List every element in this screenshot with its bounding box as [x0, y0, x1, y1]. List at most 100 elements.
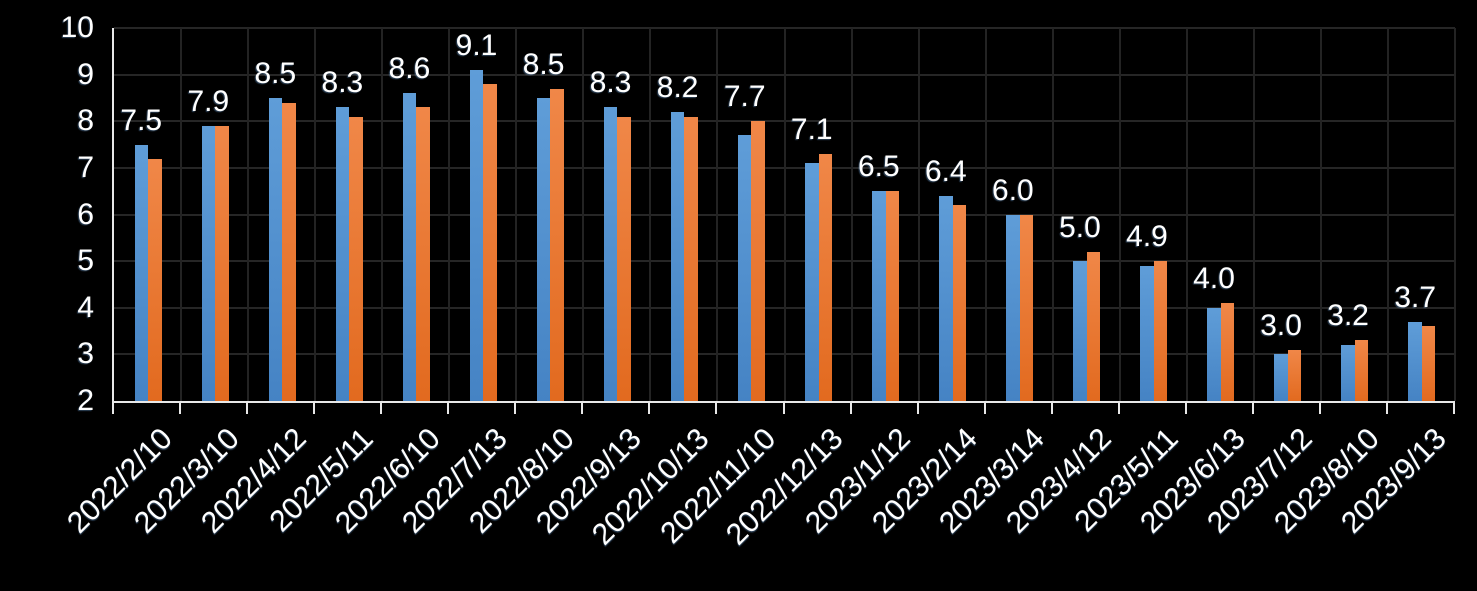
- y-tick-label: 8: [77, 104, 94, 138]
- bar-orange-series: [1421, 326, 1436, 401]
- gridline-vertical: [381, 28, 384, 401]
- bar-blue-series: [201, 125, 216, 401]
- gridline-vertical: [1319, 28, 1322, 401]
- bar-orange-series: [550, 88, 564, 401]
- x-axis-tick: [1050, 403, 1053, 414]
- gridline-vertical: [716, 28, 719, 401]
- bar-blue-series: [1140, 265, 1154, 401]
- plot-area: 7.5 7.9 8.5 8.3 8.6 9.1 8.5 8.3 8.2 7.7 7.1 6.5 6.4 6…: [112, 27, 1456, 403]
- gridline-vertical: [850, 28, 853, 401]
- data-label: 7.9: [187, 84, 230, 118]
- bar-blue-series: [402, 93, 417, 401]
- gridline-vertical: [515, 28, 518, 401]
- x-axis-tick: [112, 403, 114, 414]
- bar-orange-series: [349, 116, 363, 401]
- bar-orange-series: [148, 158, 162, 401]
- x-axis-tick: [313, 403, 316, 414]
- bar-blue-series: [670, 111, 685, 401]
- gridline-vertical: [180, 28, 183, 401]
- gridline-vertical: [314, 28, 317, 401]
- x-axis-tick: [1385, 403, 1388, 414]
- gridline-vertical: [247, 28, 250, 401]
- x-axis-tick: [849, 403, 852, 414]
- x-axis-tick: [1184, 403, 1187, 414]
- bar-orange-series: [818, 153, 832, 401]
- x-axis-tick: [514, 403, 517, 414]
- bar-blue-series: [1274, 354, 1288, 401]
- bar-blue-series: [603, 107, 618, 401]
- gridline-vertical: [1454, 28, 1456, 401]
- gridline-vertical: [984, 28, 987, 401]
- data-label: 8.3: [321, 66, 364, 100]
- bar-blue-series: [872, 191, 886, 401]
- data-label: 8.5: [254, 56, 297, 90]
- x-axis-tick: [581, 403, 584, 414]
- x-axis-tick: [916, 403, 919, 414]
- gridline-vertical: [917, 28, 920, 401]
- data-label: 3.7: [1394, 280, 1437, 314]
- bar-orange-series: [1153, 261, 1168, 401]
- bar-orange-series: [684, 116, 698, 401]
- y-tick-label: 7: [77, 150, 94, 184]
- gridline-vertical: [582, 28, 585, 401]
- data-label: 8.2: [656, 70, 699, 104]
- x-axis-tick: [1453, 403, 1455, 414]
- data-label: 9.1: [455, 28, 498, 62]
- bar-orange-series: [885, 191, 900, 401]
- data-label: 4.9: [1126, 220, 1168, 254]
- x-axis-tick: [782, 403, 785, 414]
- data-label: 4.0: [1193, 262, 1235, 296]
- bar-blue-series: [335, 107, 350, 401]
- bar-blue-series: [1073, 261, 1087, 401]
- y-tick-label: 10: [60, 11, 94, 44]
- data-label: 6.0: [992, 173, 1034, 207]
- data-label: 8.6: [388, 52, 431, 86]
- bar-blue-series: [1408, 321, 1422, 401]
- bar-orange-series: [1220, 303, 1235, 401]
- bar-orange-series: [751, 121, 765, 401]
- bar-blue-series: [737, 135, 752, 401]
- x-axis-tick: [983, 403, 986, 414]
- data-label: 5.0: [1059, 210, 1101, 244]
- data-label: 6.5: [857, 150, 900, 184]
- bar-orange-series: [1086, 251, 1101, 401]
- gridline-vertical: [649, 28, 652, 401]
- bar-blue-series: [134, 144, 148, 401]
- gridline-vertical: [1252, 28, 1255, 401]
- gridline-vertical: [1185, 28, 1188, 401]
- bar-blue-series: [536, 97, 551, 401]
- bar-orange-series: [1019, 214, 1034, 401]
- bar-blue-series: [1207, 307, 1221, 401]
- x-axis-tick: [380, 403, 383, 414]
- bar-orange-series: [215, 125, 229, 401]
- bar-blue-series: [469, 69, 484, 401]
- gridline-vertical: [783, 28, 786, 401]
- bar-blue-series: [805, 163, 819, 401]
- x-axis-tick: [648, 403, 651, 414]
- bar-orange-series: [617, 116, 631, 401]
- bar-orange-series: [1287, 349, 1302, 401]
- data-label: 3.2: [1327, 299, 1369, 333]
- x-axis-tick: [1318, 403, 1321, 414]
- bar-blue-series: [1341, 345, 1355, 401]
- bar-orange-series: [483, 83, 497, 401]
- y-tick-label: 9: [77, 57, 94, 91]
- x-axis-tick: [246, 403, 249, 414]
- y-tick-label: 3: [77, 337, 94, 371]
- y-tick-label: 2: [77, 384, 94, 417]
- bar-blue-series: [268, 97, 283, 401]
- gridline-vertical: [448, 28, 451, 401]
- data-label: 8.5: [522, 47, 565, 81]
- data-label: 8.3: [589, 66, 632, 100]
- x-axis-tick: [1117, 403, 1120, 414]
- bar-blue-series: [1006, 214, 1020, 401]
- gridline-vertical: [1118, 28, 1121, 401]
- bar-blue-series: [939, 195, 953, 401]
- gridline-vertical: [1051, 28, 1054, 401]
- y-tick-label: 5: [77, 244, 94, 278]
- bar-orange-series: [952, 205, 967, 401]
- y-tick-label: 4: [77, 290, 94, 324]
- data-label: 7.5: [120, 103, 163, 137]
- data-label: 6.4: [924, 154, 967, 188]
